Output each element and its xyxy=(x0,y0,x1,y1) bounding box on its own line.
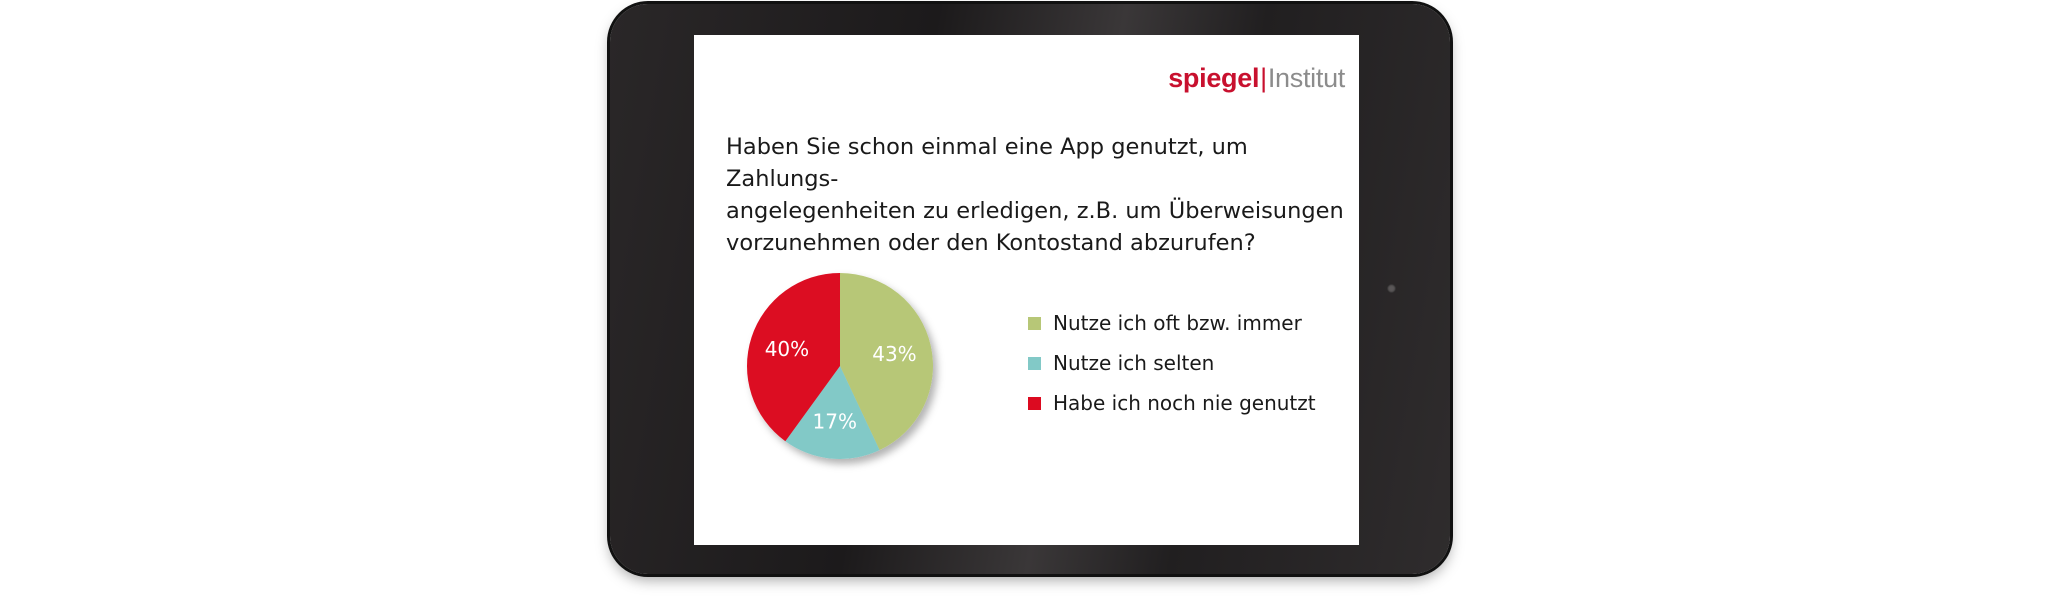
camera-dot xyxy=(1387,284,1396,293)
brand-part-1: spiegel xyxy=(1168,63,1260,93)
legend-label-never: Habe ich noch nie genutzt xyxy=(1053,391,1316,415)
brand-separator: | xyxy=(1260,63,1267,93)
tablet-frame: spiegel|Institut Haben Sie schon einmal … xyxy=(610,4,1450,574)
pie-slice-often xyxy=(840,273,933,451)
legend-item-rarely: Nutze ich selten xyxy=(1028,343,1316,383)
chart-legend: Nutze ich oft bzw. immer Nutze ich selte… xyxy=(1028,303,1316,423)
chart-title: Haben Sie schon einmal eine App genutzt,… xyxy=(726,134,1344,256)
pie-svg: 43% 17% 40% xyxy=(747,273,933,459)
pie-chart: 43% 17% 40% xyxy=(720,246,970,496)
legend-swatch-often xyxy=(1028,316,1041,330)
brand-part-2: Institut xyxy=(1267,63,1345,93)
pie-label-often: 43% xyxy=(872,342,916,366)
tablet-screen: spiegel|Institut Haben Sie schon einmal … xyxy=(694,35,1359,545)
legend-swatch-rarely xyxy=(1028,356,1041,370)
brand-logo: spiegel|Institut xyxy=(1168,63,1345,94)
legend-label-rarely: Nutze ich selten xyxy=(1053,351,1215,375)
legend-item-never: Habe ich noch nie genutzt xyxy=(1028,383,1316,423)
pie-label-rarely: 17% xyxy=(813,410,857,434)
pie-slice-never xyxy=(747,273,840,442)
legend-swatch-never xyxy=(1028,396,1041,410)
pie-slices xyxy=(747,273,933,459)
legend-label-often: Nutze ich oft bzw. immer xyxy=(1053,311,1302,335)
legend-item-often: Nutze ich oft bzw. immer xyxy=(1028,303,1316,343)
pie-labels: 43% 17% 40% xyxy=(765,337,917,434)
pie-slice-rarely xyxy=(785,366,880,459)
pie-label-never: 40% xyxy=(765,337,809,361)
